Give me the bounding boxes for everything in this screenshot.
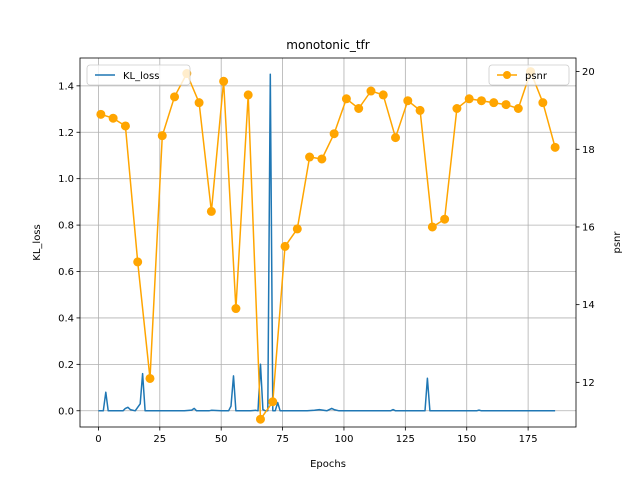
psnr-point	[354, 103, 364, 113]
y-left-tick-label: 0.4	[58, 313, 74, 324]
psnr-point	[292, 224, 302, 234]
psnr-point	[108, 113, 118, 123]
psnr-point	[120, 121, 130, 131]
psnr-point	[219, 76, 229, 86]
x-tick-label: 75	[276, 434, 289, 445]
psnr-point	[329, 129, 339, 139]
y-left-tick-label: 0.6	[58, 267, 74, 278]
psnr-point	[464, 94, 474, 104]
psnr-point	[243, 90, 253, 100]
y-left-tick-label: 1.2	[58, 128, 74, 139]
psnr-point	[513, 103, 523, 113]
psnr-legend-label: psnr	[525, 71, 548, 82]
psnr-point	[501, 100, 511, 110]
psnr-point	[415, 105, 425, 115]
psnr-legend-marker	[503, 71, 511, 79]
psnr-legend-box	[488, 64, 570, 86]
psnr-point	[268, 397, 278, 407]
psnr-point	[317, 154, 327, 164]
psnr-point	[452, 103, 462, 113]
x-tick-label: 175	[519, 434, 538, 445]
psnr-point	[206, 206, 216, 216]
x-axis-label: Epochs	[310, 459, 346, 470]
psnr-point	[538, 98, 548, 108]
x-tick-label: 50	[215, 434, 228, 445]
x-tick-label: 100	[334, 434, 353, 445]
psnr-point	[550, 142, 560, 152]
psnr-point	[231, 304, 241, 314]
y-right-tick-label: 14	[582, 300, 595, 311]
psnr-point	[489, 98, 499, 108]
psnr-point	[280, 241, 290, 251]
kl-loss-line	[98, 73, 556, 412]
kl-loss-legend-label: KL_loss	[123, 71, 159, 82]
psnr-point	[157, 131, 167, 141]
psnr-point	[476, 96, 486, 106]
psnr-point	[96, 109, 106, 119]
y-left-tick-label: 1.4	[58, 81, 74, 92]
psnr-point	[170, 92, 180, 102]
psnr-point	[145, 373, 155, 383]
y-right-tick-label: 20	[582, 67, 595, 78]
psnr-point	[194, 98, 204, 108]
axes: 0 25 50 75 100 125 150 175 0.0 0.2 0.4 0.6 0.8 1.0 1.2…	[58, 67, 595, 445]
psnr-point	[366, 86, 376, 96]
psnr-point	[391, 133, 401, 143]
plot-series	[96, 67, 560, 424]
x-tick-label: 25	[153, 434, 166, 445]
kl-loss-legend-box	[86, 64, 191, 86]
y-right-tick-label: 12	[582, 378, 595, 389]
y-right-tick-label: 18	[582, 145, 595, 156]
y-axis-left-label: KL_loss	[32, 224, 43, 260]
psnr-point	[341, 94, 351, 104]
psnr-point	[378, 90, 388, 100]
y-right-tick-label: 16	[582, 222, 595, 233]
chart-title: monotonic_tfr	[286, 38, 369, 52]
psnr-point	[255, 414, 265, 424]
y-axis-right-label: psnr	[612, 231, 623, 254]
psnr-point	[133, 257, 143, 267]
psnr-point	[403, 96, 413, 106]
y-left-tick-label: 0.0	[58, 406, 74, 417]
psnr-point	[305, 152, 315, 162]
x-tick-label: 150	[457, 434, 476, 445]
psnr-point	[440, 214, 450, 224]
legends: KL_loss psnr	[86, 64, 570, 86]
x-tick-label: 0	[95, 434, 101, 445]
plot-frame	[79, 57, 577, 428]
y-left-tick-label: 0.2	[58, 360, 74, 371]
psnr-point	[427, 222, 437, 232]
x-tick-label: 125	[396, 434, 415, 445]
y-left-tick-label: 0.8	[58, 221, 74, 232]
y-left-tick-label: 1.0	[58, 174, 74, 185]
